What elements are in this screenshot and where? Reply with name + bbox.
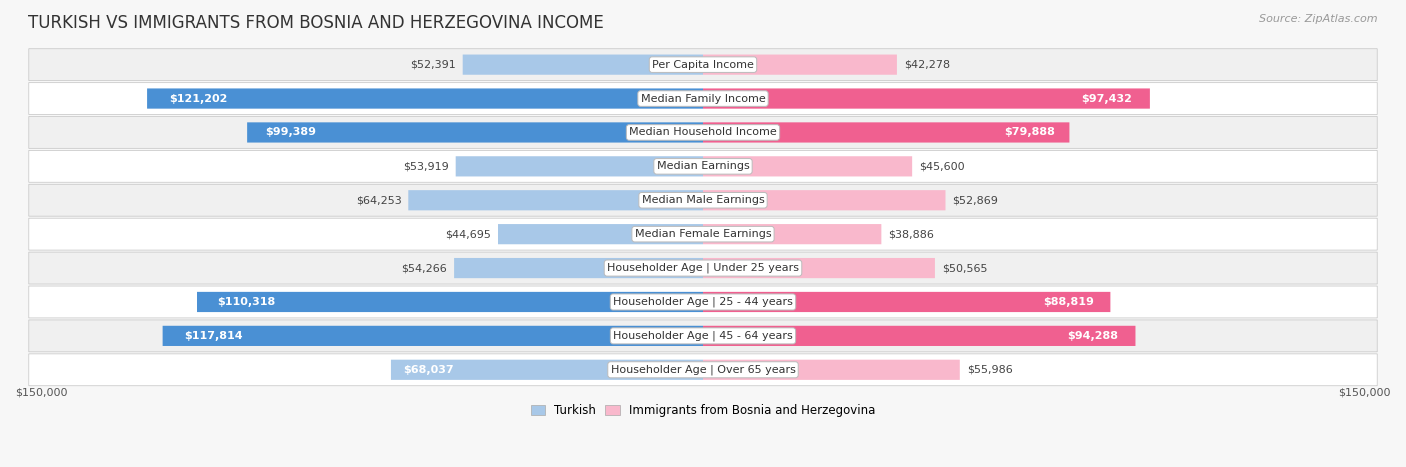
Text: $42,278: $42,278 [904, 60, 950, 70]
FancyBboxPatch shape [703, 360, 960, 380]
FancyBboxPatch shape [703, 258, 935, 278]
FancyBboxPatch shape [28, 354, 1378, 386]
Text: $68,037: $68,037 [404, 365, 454, 375]
FancyBboxPatch shape [28, 49, 1378, 81]
Text: $53,919: $53,919 [404, 162, 449, 171]
Text: Householder Age | 45 - 64 years: Householder Age | 45 - 64 years [613, 331, 793, 341]
FancyBboxPatch shape [703, 292, 1111, 312]
FancyBboxPatch shape [703, 190, 945, 210]
FancyBboxPatch shape [703, 156, 912, 177]
FancyBboxPatch shape [408, 190, 703, 210]
Text: TURKISH VS IMMIGRANTS FROM BOSNIA AND HERZEGOVINA INCOME: TURKISH VS IMMIGRANTS FROM BOSNIA AND HE… [28, 14, 603, 32]
Text: $88,819: $88,819 [1043, 297, 1094, 307]
FancyBboxPatch shape [28, 184, 1378, 216]
Text: Median Female Earnings: Median Female Earnings [634, 229, 772, 239]
Text: $150,000: $150,000 [1339, 388, 1391, 397]
FancyBboxPatch shape [28, 83, 1378, 114]
Text: $45,600: $45,600 [920, 162, 965, 171]
FancyBboxPatch shape [703, 55, 897, 75]
Text: Householder Age | 25 - 44 years: Householder Age | 25 - 44 years [613, 297, 793, 307]
Text: $50,565: $50,565 [942, 263, 987, 273]
FancyBboxPatch shape [498, 224, 703, 244]
FancyBboxPatch shape [28, 286, 1378, 318]
Text: $97,432: $97,432 [1081, 93, 1132, 104]
Text: Median Family Income: Median Family Income [641, 93, 765, 104]
FancyBboxPatch shape [703, 326, 1136, 346]
FancyBboxPatch shape [28, 218, 1378, 250]
FancyBboxPatch shape [28, 252, 1378, 284]
FancyBboxPatch shape [703, 88, 1150, 109]
Text: $99,389: $99,389 [266, 127, 316, 137]
Text: Source: ZipAtlas.com: Source: ZipAtlas.com [1260, 14, 1378, 24]
Text: $38,886: $38,886 [889, 229, 934, 239]
FancyBboxPatch shape [703, 122, 1070, 142]
Text: $110,318: $110,318 [218, 297, 276, 307]
Text: Median Earnings: Median Earnings [657, 162, 749, 171]
FancyBboxPatch shape [703, 224, 882, 244]
FancyBboxPatch shape [391, 360, 703, 380]
Text: $79,888: $79,888 [1004, 127, 1054, 137]
FancyBboxPatch shape [454, 258, 703, 278]
Text: $44,695: $44,695 [446, 229, 491, 239]
Text: $54,266: $54,266 [402, 263, 447, 273]
Text: $94,288: $94,288 [1067, 331, 1118, 341]
FancyBboxPatch shape [28, 150, 1378, 182]
Text: Median Household Income: Median Household Income [628, 127, 778, 137]
FancyBboxPatch shape [197, 292, 703, 312]
Text: $121,202: $121,202 [169, 93, 228, 104]
Text: $52,391: $52,391 [411, 60, 456, 70]
FancyBboxPatch shape [163, 326, 703, 346]
FancyBboxPatch shape [456, 156, 703, 177]
FancyBboxPatch shape [28, 320, 1378, 352]
Text: $64,253: $64,253 [356, 195, 401, 205]
Text: Householder Age | Over 65 years: Householder Age | Over 65 years [610, 365, 796, 375]
FancyBboxPatch shape [28, 116, 1378, 149]
FancyBboxPatch shape [148, 88, 703, 109]
Text: $117,814: $117,814 [184, 331, 243, 341]
FancyBboxPatch shape [247, 122, 703, 142]
Legend: Turkish, Immigrants from Bosnia and Herzegovina: Turkish, Immigrants from Bosnia and Herz… [526, 399, 880, 422]
Text: Per Capita Income: Per Capita Income [652, 60, 754, 70]
Text: Householder Age | Under 25 years: Householder Age | Under 25 years [607, 263, 799, 273]
Text: Median Male Earnings: Median Male Earnings [641, 195, 765, 205]
Text: $55,986: $55,986 [967, 365, 1012, 375]
FancyBboxPatch shape [463, 55, 703, 75]
Text: $52,869: $52,869 [952, 195, 998, 205]
Text: $150,000: $150,000 [15, 388, 67, 397]
